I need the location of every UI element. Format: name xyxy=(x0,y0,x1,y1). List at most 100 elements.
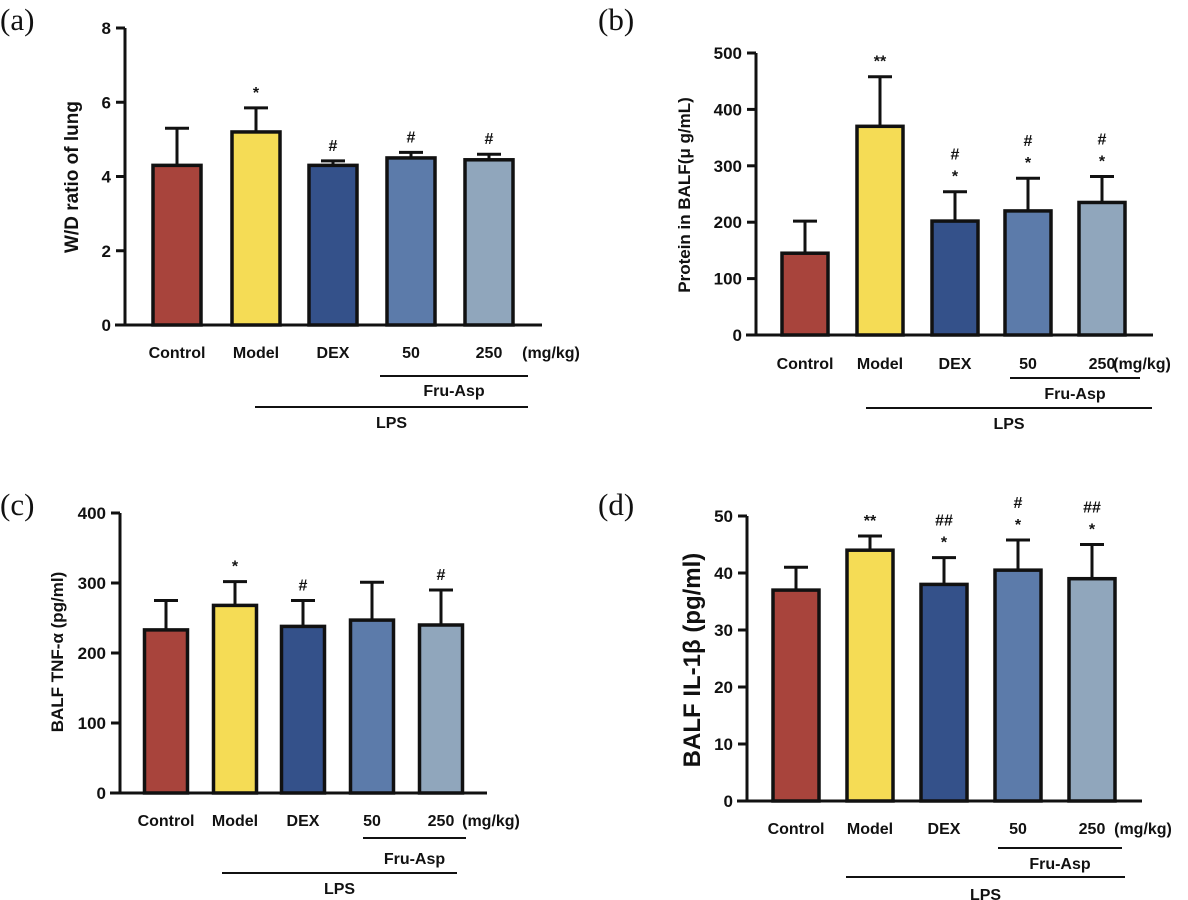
significance-mark: * xyxy=(952,169,959,186)
significance-mark: * xyxy=(1099,154,1106,171)
significance-mark: ## xyxy=(935,513,953,530)
category-label: Model xyxy=(847,821,893,838)
bar-250 xyxy=(1067,576,1117,803)
bar-dex xyxy=(930,219,980,337)
panel-d: (d) 0 10 20 30 40 50 BALF IL-1β (pg/ml) Control *… xyxy=(598,487,1172,900)
unit-label: (mg/kg) xyxy=(1114,821,1172,838)
panel-label: (b) xyxy=(598,2,634,37)
y-axis-label: W/D ratio of lung xyxy=(62,101,83,253)
y-tick-label: 4 xyxy=(102,168,112,187)
y-tick-label: 30 xyxy=(714,621,733,640)
y-axis-label: BALF IL-1β (pg/ml) xyxy=(679,553,706,768)
bar-control xyxy=(151,163,203,327)
bar-model xyxy=(230,130,282,327)
group-label: Fru-Asp xyxy=(1029,856,1091,873)
bar-control xyxy=(780,251,830,337)
category-label: Model xyxy=(212,813,258,830)
treatment-label: LPS xyxy=(324,881,355,898)
significance-mark: * xyxy=(941,535,948,552)
y-tick-label: 200 xyxy=(78,644,106,663)
unit-label: (mg/kg) xyxy=(1113,356,1171,373)
category-label: 250 xyxy=(1079,821,1106,838)
y-tick-label: 6 xyxy=(102,93,111,112)
unit-label: (mg/kg) xyxy=(522,345,580,362)
panel-label: (a) xyxy=(0,2,34,37)
treatment-label: LPS xyxy=(376,415,407,432)
y-tick-label: 0 xyxy=(102,316,111,335)
panel-label: (c) xyxy=(0,487,34,522)
y-tick-label: 200 xyxy=(714,213,742,232)
significance-mark: # xyxy=(485,131,494,148)
significance-mark: ** xyxy=(874,54,887,71)
category-label: DEX xyxy=(317,345,350,362)
category-label: 50 xyxy=(1019,356,1037,373)
group-label: Fru-Asp xyxy=(384,851,446,868)
category-label: Model xyxy=(233,345,279,362)
y-tick-label: 300 xyxy=(714,157,742,176)
category-label: DEX xyxy=(287,813,320,830)
group-label: Fru-Asp xyxy=(423,383,485,400)
panel-b: (b) 0 100 200 300 400 500 Protein in BALF(μ g/m… xyxy=(598,2,1171,433)
y-axis-label: BALF TNF-α (pg/ml) xyxy=(48,572,67,733)
panel-label: (d) xyxy=(598,487,634,522)
unit-label: (mg/kg) xyxy=(462,813,520,830)
y-tick-label: 100 xyxy=(78,714,106,733)
category-label: 50 xyxy=(402,345,420,362)
bar-model xyxy=(855,124,905,337)
significance-mark: * xyxy=(1089,522,1096,539)
category-label: DEX xyxy=(939,356,972,373)
significance-mark: # xyxy=(437,567,446,584)
bar-dex xyxy=(307,163,359,327)
significance-mark: ## xyxy=(1083,500,1101,517)
y-tick-label: 0 xyxy=(724,792,733,811)
y-tick-label: 8 xyxy=(102,19,111,38)
significance-mark: * xyxy=(232,559,239,576)
significance-mark: # xyxy=(1024,133,1033,150)
significance-mark: # xyxy=(299,578,308,595)
panel-c: (c) 0 100 200 300 400 BALF TNF-α (pg/ml) Contro… xyxy=(0,487,520,898)
category-label: DEX xyxy=(928,821,961,838)
y-tick-label: 2 xyxy=(102,242,111,261)
significance-mark: * xyxy=(1015,517,1022,534)
bar-250 xyxy=(1077,200,1127,337)
bar-model xyxy=(211,603,259,795)
bar-50 xyxy=(1003,209,1053,337)
category-label: 250 xyxy=(1089,356,1116,373)
y-tick-label: 40 xyxy=(714,564,733,583)
y-axis-label: Protein in BALF(μ g/mL) xyxy=(675,97,694,293)
y-tick-label: 0 xyxy=(733,326,742,345)
bar-250 xyxy=(417,623,465,795)
significance-mark: # xyxy=(951,147,960,164)
category-label: 250 xyxy=(428,813,455,830)
y-tick-label: 100 xyxy=(714,270,742,289)
category-label: 50 xyxy=(1009,821,1027,838)
group-label: Fru-Asp xyxy=(1044,386,1106,403)
significance-mark: # xyxy=(329,138,338,155)
bar-250 xyxy=(463,158,515,327)
significance-mark: # xyxy=(1014,495,1023,512)
bar-dex xyxy=(279,624,327,795)
y-tick-label: 50 xyxy=(714,507,733,526)
significance-mark: * xyxy=(1025,155,1032,172)
y-tick-label: 20 xyxy=(714,678,733,697)
bar-50 xyxy=(348,618,396,795)
y-tick-label: 400 xyxy=(714,100,742,119)
y-tick-label: 10 xyxy=(714,735,733,754)
bar-model xyxy=(845,548,895,803)
category-label: Control xyxy=(149,345,206,362)
bar-50 xyxy=(993,568,1043,803)
bar-control xyxy=(142,628,190,795)
bar-control xyxy=(771,588,821,803)
y-tick-label: 0 xyxy=(97,784,106,803)
treatment-label: LPS xyxy=(970,887,1001,900)
bar-dex xyxy=(919,582,969,803)
treatment-label: LPS xyxy=(993,416,1024,433)
significance-mark: # xyxy=(1098,132,1107,149)
significance-mark: # xyxy=(407,129,416,146)
category-label: 250 xyxy=(476,345,503,362)
significance-mark: * xyxy=(253,85,260,102)
category-label: Control xyxy=(138,813,195,830)
category-label: Control xyxy=(777,356,834,373)
bar-50 xyxy=(385,156,437,327)
